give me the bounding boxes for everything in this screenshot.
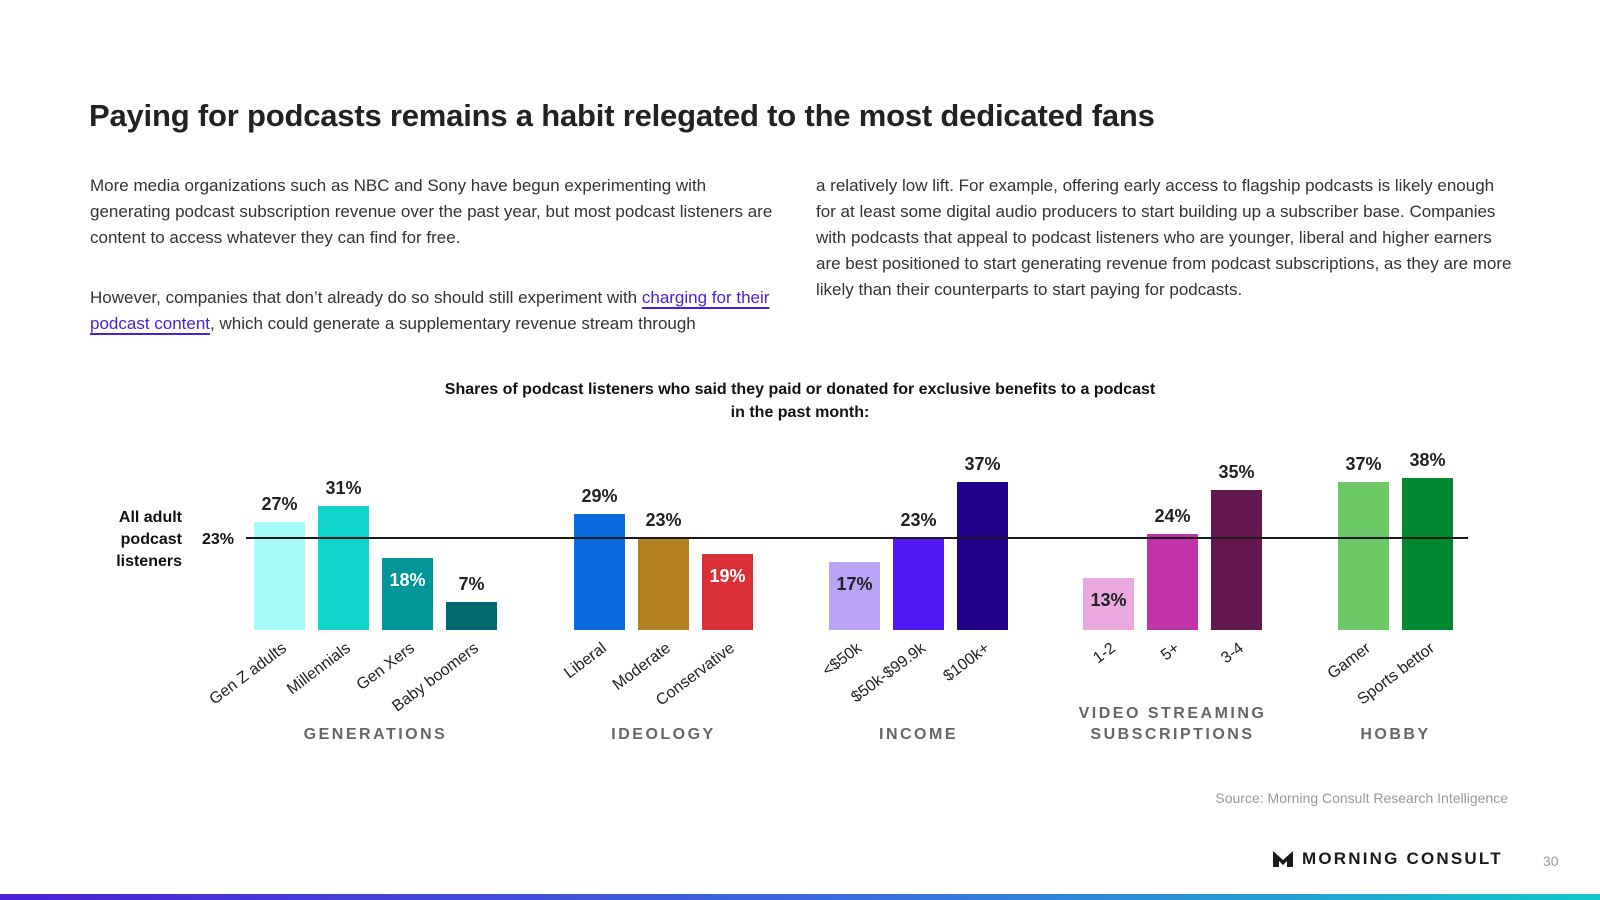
category-label-moderate: Moderate [610, 640, 674, 694]
reference-label-line-3: listeners [116, 553, 182, 570]
bar-1-2 [1083, 578, 1134, 630]
charging-podcast-content-link[interactable]: charging for their podcast content [90, 288, 770, 333]
intro-column-left: More media organizations such as NBC and… [90, 173, 788, 337]
brand-name: MORNING CONSULT [1302, 849, 1503, 868]
para2-text-end: , which could generate a supplementary r… [210, 314, 696, 333]
bottom-gradient-bar [0, 894, 1600, 900]
reference-label-line-1: All adult [119, 509, 183, 526]
bar-millennials [318, 506, 369, 630]
group-label-video-streaming-subscriptions: VIDEO STREAMING [1079, 705, 1267, 722]
category-label-liberal: Liberal [561, 640, 610, 682]
group-label-ideology: IDEOLOGY [611, 726, 715, 743]
data-label-gamer: 37% [1345, 454, 1381, 474]
group-label-generations: GENERATIONS [304, 726, 448, 743]
group-label-video-streaming-subscriptions-line-2: SUBSCRIPTIONS [1090, 726, 1254, 743]
category-label-5: 5+ [1158, 640, 1183, 665]
brand-logo: MORNING CONSULT [1272, 849, 1503, 869]
category-label-gen-xers: Gen Xers [354, 640, 418, 694]
bar-baby-boomers [446, 602, 497, 630]
category-label-50k: <$50k [819, 639, 865, 680]
data-label-50k-99-9k: 23% [900, 510, 936, 530]
source-note: Source: Morning Consult Research Intelli… [1215, 790, 1508, 806]
bar-conservative [702, 554, 753, 630]
data-label-sports-bettor: 38% [1409, 450, 1445, 470]
category-label-100k: $100k+ [940, 640, 993, 685]
bar-50k [829, 562, 880, 630]
chart-title-line-2: in the past month: [730, 404, 870, 421]
bar-5 [1147, 534, 1198, 630]
data-label-5: 24% [1154, 506, 1190, 526]
data-label-baby-boomers: 7% [458, 574, 484, 594]
intro-paragraph-1: More media organizations such as NBC and… [90, 176, 773, 247]
bar-100k [957, 482, 1008, 630]
category-label-1-2: 1-2 [1090, 640, 1119, 668]
morning-consult-logo-icon [1273, 851, 1293, 867]
category-label-3-4: 3-4 [1218, 640, 1247, 668]
data-label-3-4: 35% [1218, 462, 1254, 482]
reference-label-line-2: podcast [121, 531, 183, 548]
bar-gen-xers [382, 558, 433, 630]
data-label-millennials: 31% [325, 478, 361, 498]
bar-50k-99-9k [893, 538, 944, 630]
data-label-gen-xers: 18% [389, 570, 425, 590]
data-label-1-2: 13% [1090, 590, 1126, 610]
para2-text-start: However, companies that don’t already do… [90, 288, 642, 307]
intro-paragraph-2: However, companies that don’t already do… [90, 285, 788, 337]
page-number: 30 [1543, 853, 1559, 869]
intro-paragraph-3: a relatively low lift. For example, offe… [816, 176, 1512, 299]
data-label-conservative: 19% [709, 566, 745, 586]
data-label-50k: 17% [836, 574, 872, 594]
group-label-hobby: HOBBY [1360, 726, 1430, 743]
data-label-liberal: 29% [581, 486, 617, 506]
data-label-moderate: 23% [645, 510, 681, 530]
bar-liberal [574, 514, 625, 630]
group-label-income: INCOME [879, 726, 958, 743]
reference-value-label: 23% [202, 531, 234, 548]
chart-title-line-1: Shares of podcast listeners who said the… [444, 381, 1156, 398]
category-label-millennials: Millennials [284, 640, 354, 699]
bar-gen-z-adults [254, 522, 305, 630]
intro-column-right: a relatively low lift. For example, offe… [816, 173, 1516, 303]
bar-moderate [638, 538, 689, 630]
data-label-gen-z-adults: 27% [261, 494, 297, 514]
category-label-gen-z-adults: Gen Z adults [207, 640, 290, 709]
bar-3-4 [1211, 490, 1262, 630]
page-title: Paying for podcasts remains a habit rele… [89, 98, 1155, 133]
bar-gamer [1338, 482, 1389, 630]
bar-sports-bettor [1402, 478, 1453, 630]
data-label-100k: 37% [964, 454, 1000, 474]
chart-title: Shares of podcast listeners who said the… [340, 378, 1260, 424]
category-label-gamer: Gamer [1325, 639, 1375, 682]
